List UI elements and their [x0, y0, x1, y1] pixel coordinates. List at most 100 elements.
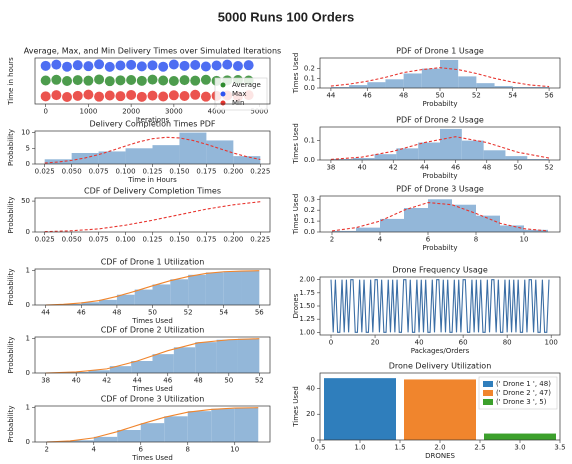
x-tick-label: 0.025 [35, 168, 55, 176]
scatter-point [126, 59, 137, 70]
histogram-bar [404, 208, 428, 232]
histogram-bar [330, 159, 353, 160]
x-tick-label: 42 [102, 377, 111, 385]
chart-title: PDF of Drone 2 Usage [396, 116, 484, 125]
chart-panel: CDF of Delivery Completion Times Probabil… [7, 187, 271, 244]
histogram-bar [152, 284, 171, 305]
histogram-bar [385, 79, 404, 88]
x-tick-label: 4000 [208, 108, 226, 116]
line [330, 279, 550, 333]
scatter-point [232, 61, 243, 72]
x-tick-label: 3.5 [554, 444, 565, 452]
chart-title: CDF of Drone 1 Utilization [101, 258, 205, 267]
x-tick-label: 10 [230, 446, 239, 454]
x-tick-label: 0.225 [250, 236, 270, 244]
histogram-bar [418, 142, 440, 160]
x-tick-label: 46 [451, 164, 460, 172]
legend-label: (' Drone 3 ', 5) [496, 398, 547, 406]
chart-panel: Drone Frequency Usage Packages/Orders Dron… [292, 266, 561, 355]
y-tick-label: 0.0 [304, 84, 315, 92]
curve [331, 201, 549, 232]
bar [404, 379, 476, 440]
x-tick-label: 0.050 [62, 236, 82, 244]
scatter-point [62, 61, 73, 72]
x-tick-label: 8 [474, 236, 478, 244]
x-tick-label: 0.5 [314, 444, 325, 452]
bar [324, 378, 396, 440]
x-tick-label: 50 [148, 309, 157, 317]
scatter-point [94, 91, 105, 102]
scatter-point [200, 61, 211, 72]
scatter-point [40, 91, 51, 102]
chart-title: CDF of Delivery Completion Times [84, 187, 221, 196]
x-tick-label: 38 [326, 164, 335, 172]
scatter-point [200, 74, 211, 85]
histogram-bar [134, 289, 153, 305]
chart-panel: PDF of Drone 2 Usage Probabilty Times Used… [292, 116, 561, 180]
y-tick-label: 0 [26, 228, 30, 236]
scatter-point [147, 60, 158, 71]
x-tick-label: 0.175 [196, 236, 216, 244]
chart-panel: CDF of Drone 1 Utilization Times Used Prob… [7, 258, 271, 325]
y-tick-label: 1 [26, 267, 30, 275]
legend-marker [220, 91, 226, 97]
histogram-bar [476, 215, 500, 232]
x-axis-label: Probabilty [422, 172, 457, 180]
x-tick-label: 0.100 [116, 236, 136, 244]
histogram-bar [131, 361, 153, 373]
bar [484, 433, 556, 440]
axes-frame [34, 405, 271, 443]
scatter-point [179, 75, 190, 86]
axes-frame [34, 197, 271, 233]
curve [330, 67, 550, 88]
x-axis-label: Times Used [131, 317, 173, 325]
scatter-point [115, 60, 126, 71]
x-tick-label: 54 [219, 309, 228, 317]
scatter-point [158, 75, 169, 86]
scatter-point [147, 90, 158, 101]
x-tick-label: 20 [371, 339, 380, 347]
histogram-bar [109, 366, 132, 373]
y-tick-label: 0.0 [304, 156, 315, 164]
histogram-bar [458, 76, 477, 88]
x-tick-label: 50 [513, 164, 522, 172]
scatter-point [104, 61, 115, 72]
x-tick-label: 1.0 [354, 444, 365, 452]
chart-panel: PDF of Drone 3 Usage Probabilty Times Used… [292, 185, 561, 252]
histogram-bar [332, 230, 356, 232]
x-tick-label: 52 [255, 377, 264, 385]
axes-frame [34, 336, 271, 374]
x-axis-label: Times Used [131, 454, 173, 462]
x-axis-label: DRONES [425, 452, 455, 460]
scatter-point [168, 90, 179, 101]
x-tick-label: 2000 [122, 108, 140, 116]
x-tick-label: 52 [184, 309, 193, 317]
axes-frame [34, 268, 271, 306]
histogram-bar [164, 416, 188, 442]
x-tick-label: 0 [43, 108, 47, 116]
legend-swatch [483, 390, 493, 396]
y-tick-label: 0 [26, 438, 30, 446]
y-axis-label: Times Used [292, 53, 300, 95]
legend-label: (' Drone 1 ', 48) [496, 380, 551, 388]
histogram-bar [476, 83, 495, 88]
axes-frame [34, 57, 271, 105]
chart-title: PDF of Drone 1 Usage [396, 47, 484, 56]
x-tick-label: 0.150 [169, 168, 189, 176]
histogram-bar [374, 154, 397, 160]
chart-title: Delivery Completion Times PDF [90, 120, 216, 129]
curve [46, 407, 259, 443]
y-tick-label: 0.2 [304, 65, 315, 73]
x-tick-label: 10 [520, 236, 529, 244]
scatter-point [179, 60, 190, 71]
scatter-point [126, 89, 137, 100]
y-axis-label: Probability [7, 129, 15, 166]
y-tick-label: 0.3 [304, 195, 315, 203]
scatter-point [72, 75, 83, 86]
histogram-bar [216, 339, 238, 373]
x-tick-label: 0.075 [89, 168, 109, 176]
x-tick-label: 42 [389, 164, 398, 172]
histogram-bar [67, 371, 89, 373]
chart-title: Average, Max, and Min Delivery Times ove… [24, 47, 281, 56]
y-tick-label: 20 [306, 410, 315, 418]
